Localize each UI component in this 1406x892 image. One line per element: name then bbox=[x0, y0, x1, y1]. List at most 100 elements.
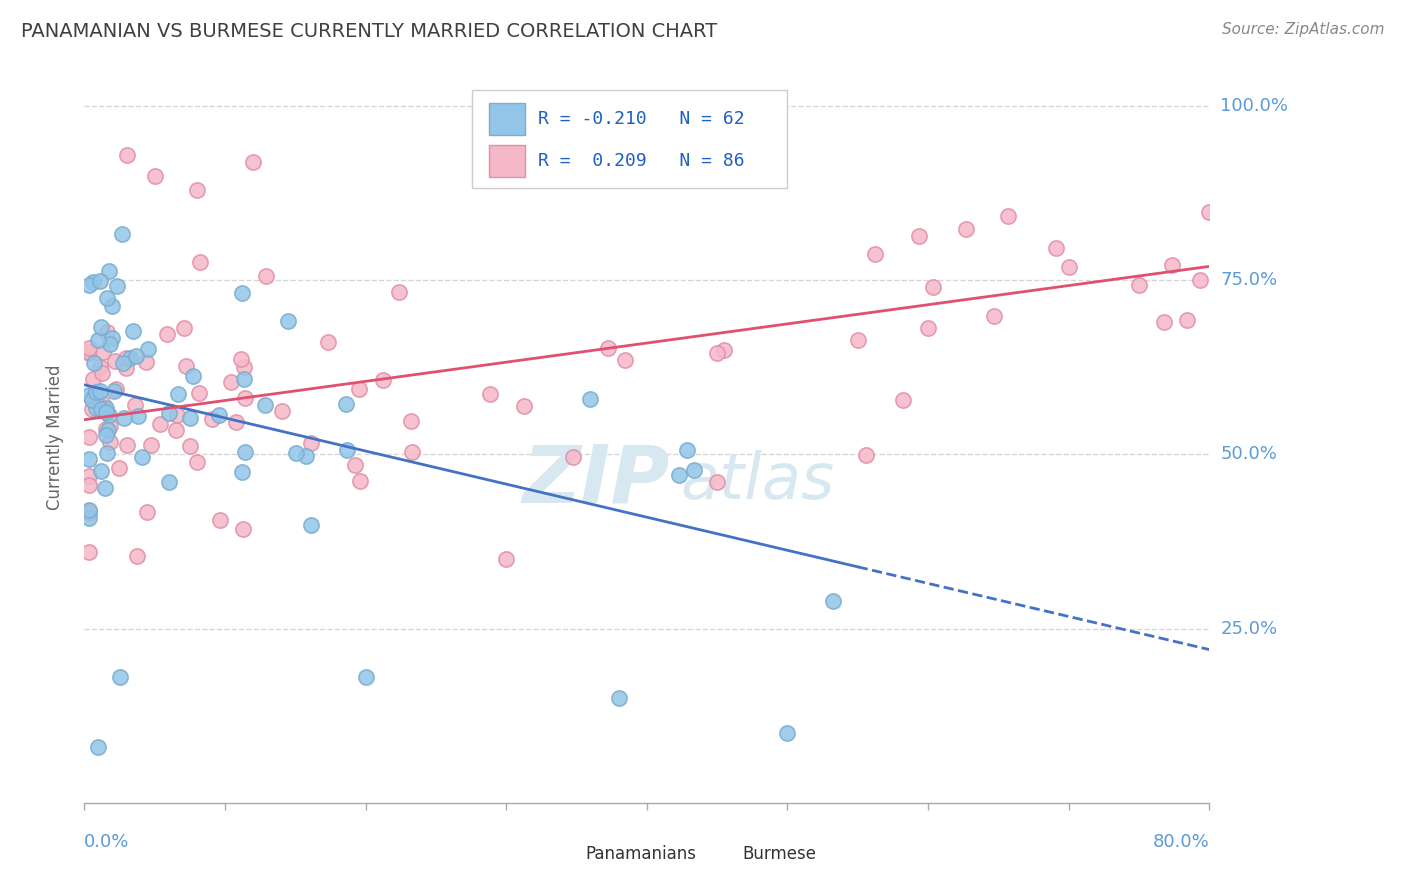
Point bbox=[97, 423, 120, 437]
Point bbox=[1045, 241, 1067, 255]
Y-axis label: Currently Married: Currently Married bbox=[45, 364, 63, 510]
Point bbox=[253, 398, 276, 412]
Point bbox=[1198, 205, 1220, 219]
Point bbox=[82, 372, 104, 386]
Point bbox=[277, 314, 299, 328]
Point bbox=[607, 691, 630, 706]
Point bbox=[173, 321, 195, 335]
Point bbox=[713, 343, 735, 357]
Point bbox=[117, 438, 139, 452]
Point bbox=[187, 386, 209, 401]
Point bbox=[846, 333, 869, 347]
Point bbox=[347, 382, 370, 396]
Point bbox=[90, 464, 112, 478]
Point bbox=[135, 355, 157, 369]
Point bbox=[143, 169, 166, 183]
Point bbox=[127, 549, 149, 563]
Point bbox=[96, 292, 118, 306]
Point bbox=[231, 466, 253, 480]
Point bbox=[186, 183, 208, 197]
Point bbox=[89, 359, 111, 374]
Point bbox=[349, 474, 371, 488]
Point bbox=[706, 475, 728, 490]
Point bbox=[225, 415, 247, 429]
Point bbox=[87, 740, 110, 755]
Point bbox=[983, 309, 1005, 323]
Point bbox=[997, 209, 1019, 223]
Text: atlas: atlas bbox=[681, 450, 835, 512]
Text: R = -0.210   N = 62: R = -0.210 N = 62 bbox=[537, 111, 744, 128]
Point bbox=[136, 343, 159, 357]
Point bbox=[77, 545, 100, 559]
Point bbox=[174, 359, 197, 373]
Point bbox=[136, 505, 159, 519]
Point bbox=[77, 388, 100, 402]
Point bbox=[98, 418, 121, 433]
Point bbox=[94, 401, 117, 416]
Point bbox=[921, 280, 943, 294]
Point bbox=[285, 446, 308, 460]
Point bbox=[399, 413, 422, 427]
FancyBboxPatch shape bbox=[707, 840, 734, 871]
Point bbox=[821, 593, 844, 607]
Point bbox=[84, 386, 107, 401]
FancyBboxPatch shape bbox=[472, 90, 787, 188]
Point bbox=[614, 353, 637, 368]
Point bbox=[96, 325, 118, 339]
Point bbox=[84, 390, 107, 404]
Point bbox=[201, 412, 224, 426]
Point bbox=[141, 438, 163, 452]
Point bbox=[157, 475, 180, 489]
Point bbox=[108, 460, 131, 475]
Point bbox=[131, 450, 153, 464]
Text: 25.0%: 25.0% bbox=[1220, 620, 1278, 638]
Point bbox=[166, 408, 188, 422]
Point bbox=[124, 398, 146, 412]
Point bbox=[105, 278, 128, 293]
Point bbox=[125, 349, 148, 363]
Point bbox=[90, 401, 112, 416]
Point bbox=[93, 481, 115, 495]
Point bbox=[89, 384, 111, 399]
Point bbox=[80, 401, 103, 416]
FancyBboxPatch shape bbox=[489, 103, 526, 136]
Point bbox=[149, 417, 172, 431]
Point bbox=[335, 397, 357, 411]
Point bbox=[1153, 315, 1175, 329]
Point bbox=[1188, 273, 1211, 287]
Text: 50.0%: 50.0% bbox=[1220, 445, 1277, 464]
Point bbox=[955, 222, 977, 236]
Point bbox=[77, 430, 100, 444]
Point bbox=[156, 326, 179, 341]
Point bbox=[209, 513, 232, 527]
Point bbox=[270, 404, 292, 418]
Text: 80.0%: 80.0% bbox=[1153, 833, 1209, 851]
Point bbox=[91, 366, 114, 380]
Point bbox=[354, 670, 377, 684]
Point bbox=[82, 392, 104, 407]
FancyBboxPatch shape bbox=[489, 145, 526, 177]
Point bbox=[242, 155, 264, 169]
Point bbox=[111, 227, 134, 241]
Point bbox=[207, 408, 229, 422]
Point bbox=[94, 428, 117, 442]
Point bbox=[97, 408, 120, 422]
Point bbox=[179, 411, 201, 425]
Point bbox=[1160, 258, 1182, 272]
Point bbox=[219, 376, 242, 390]
Point bbox=[371, 373, 394, 387]
Point bbox=[122, 324, 145, 338]
Point bbox=[579, 392, 602, 406]
Text: Panamanians: Panamanians bbox=[585, 845, 696, 863]
Point bbox=[79, 502, 101, 516]
Point bbox=[179, 440, 201, 454]
Text: 0.0%: 0.0% bbox=[84, 833, 129, 851]
Point bbox=[100, 300, 122, 314]
Point bbox=[181, 369, 204, 384]
Point bbox=[108, 670, 131, 684]
Point bbox=[668, 468, 690, 483]
Point bbox=[908, 229, 931, 244]
Point bbox=[115, 148, 138, 162]
Text: PANAMANIAN VS BURMESE CURRENTLY MARRIED CORRELATION CHART: PANAMANIAN VS BURMESE CURRENTLY MARRIED … bbox=[21, 22, 717, 41]
Point bbox=[77, 504, 100, 518]
